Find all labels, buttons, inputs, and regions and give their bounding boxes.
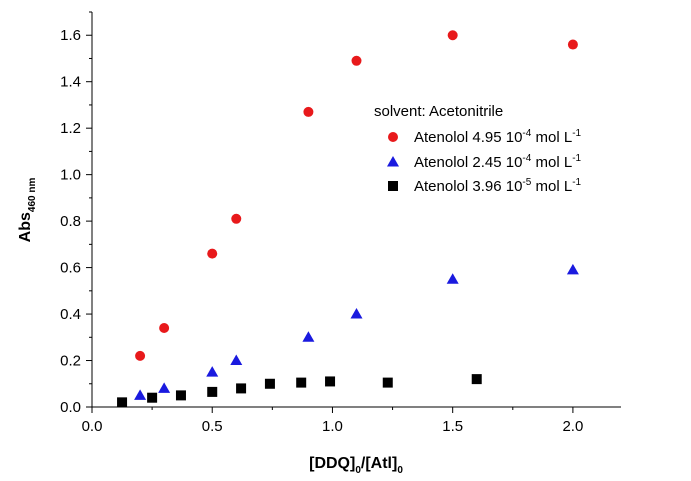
triangle-point	[134, 389, 147, 400]
legend-label-exp: -4	[522, 128, 531, 139]
triangle-point	[158, 382, 171, 393]
y-tick-label: 1.6	[60, 27, 81, 44]
legend-title: solvent: Acetonitrile	[374, 103, 503, 120]
triangle-point	[446, 273, 459, 284]
circle-point	[135, 350, 146, 361]
legend-label: Atenolol 3.96 10-5 mol L-1	[414, 177, 582, 195]
square-point	[236, 383, 247, 394]
y-axis-title: Abs460 nm	[17, 178, 38, 243]
x-tick-label: 1.5	[442, 418, 463, 435]
triangle-point	[230, 354, 243, 366]
series-triangle	[134, 263, 579, 400]
x-axis-title: [DDQ]0/[Atl]0	[309, 455, 403, 476]
y-axis-title-sub: 460 nm	[27, 178, 38, 213]
legend-marker-square	[388, 181, 398, 191]
x-tick-label: 0.5	[202, 418, 223, 435]
legend-label-unit: mol L	[531, 178, 572, 195]
triangle-point	[566, 263, 579, 275]
y-tick-label: 0.0	[60, 399, 81, 416]
legend-label: Atenolol 4.95 10-4 mol L-1	[414, 128, 582, 146]
legend-label-name: Atenolol 3.96 10	[414, 178, 522, 195]
legend: solvent: Acetonitrile Atenolol 4.95 10-4…	[368, 92, 630, 238]
x-tick-label: 1.0	[322, 418, 343, 435]
legend-label-unit: mol L	[531, 154, 572, 171]
series-square	[117, 374, 482, 408]
legend-label-exp: -5	[522, 177, 531, 188]
y-tick-label: 0.4	[60, 306, 81, 323]
x-tick-label: 2.0	[562, 418, 583, 435]
x-axis-title-sub2: 0	[397, 465, 403, 476]
triangle-point	[350, 308, 363, 319]
x-axis-title-part2: /[Atl]	[361, 455, 397, 472]
y-tick-label: 1.4	[60, 74, 81, 91]
x-tick-label: 0.0	[82, 418, 103, 435]
ticks: 0.0 0.5 1.0 1.5 2.0 0.0 0.2 0.4 0.6 0.8 1.0 1.2 1.4 1…	[60, 11, 583, 435]
legend-label-name: Atenolol 2.45 10	[414, 154, 522, 171]
circle-point	[567, 39, 578, 50]
y-tick-label: 0.2	[60, 353, 81, 370]
square-point	[296, 377, 307, 388]
square-point	[117, 397, 128, 408]
circle-point	[231, 213, 242, 224]
y-tick-label: 1.2	[60, 120, 81, 137]
legend-label-unit-exp: -1	[572, 177, 581, 188]
y-tick-label: 0.6	[60, 260, 81, 277]
triangle-point	[302, 331, 315, 342]
circle-point	[351, 55, 362, 66]
legend-label: Atenolol 2.45 10-4 mol L-1	[414, 153, 582, 171]
square-point	[207, 386, 218, 397]
square-point	[471, 374, 482, 385]
legend-marker-triangle	[387, 156, 399, 167]
legend-background	[368, 92, 630, 238]
data-markers	[117, 30, 579, 408]
legend-marker-circle	[388, 132, 398, 142]
square-point	[147, 392, 158, 403]
circle-point	[159, 323, 170, 333]
square-point	[264, 378, 275, 389]
axes	[91, 12, 621, 408]
square-point	[382, 377, 393, 388]
legend-label-name: Atenolol 4.95 10	[414, 129, 522, 146]
triangle-point	[206, 366, 219, 377]
y-tick-label: 0.8	[60, 213, 81, 230]
circle-point	[207, 248, 218, 259]
legend-label-exp: -4	[522, 153, 531, 164]
legend-label-unit-exp: -1	[572, 153, 581, 164]
legend-label-unit-exp: -1	[572, 128, 581, 139]
circle-point	[303, 106, 314, 117]
series-circle	[135, 30, 578, 361]
square-point	[325, 376, 336, 387]
legend-label-unit: mol L	[531, 129, 572, 146]
y-tick-label: 1.0	[60, 167, 81, 184]
square-point	[175, 390, 186, 401]
x-axis-title-sub1: 0	[355, 465, 361, 476]
y-axis-title-main: Abs	[17, 212, 34, 242]
circle-point	[447, 30, 458, 41]
x-axis-title-part1: [DDQ]	[309, 455, 355, 472]
